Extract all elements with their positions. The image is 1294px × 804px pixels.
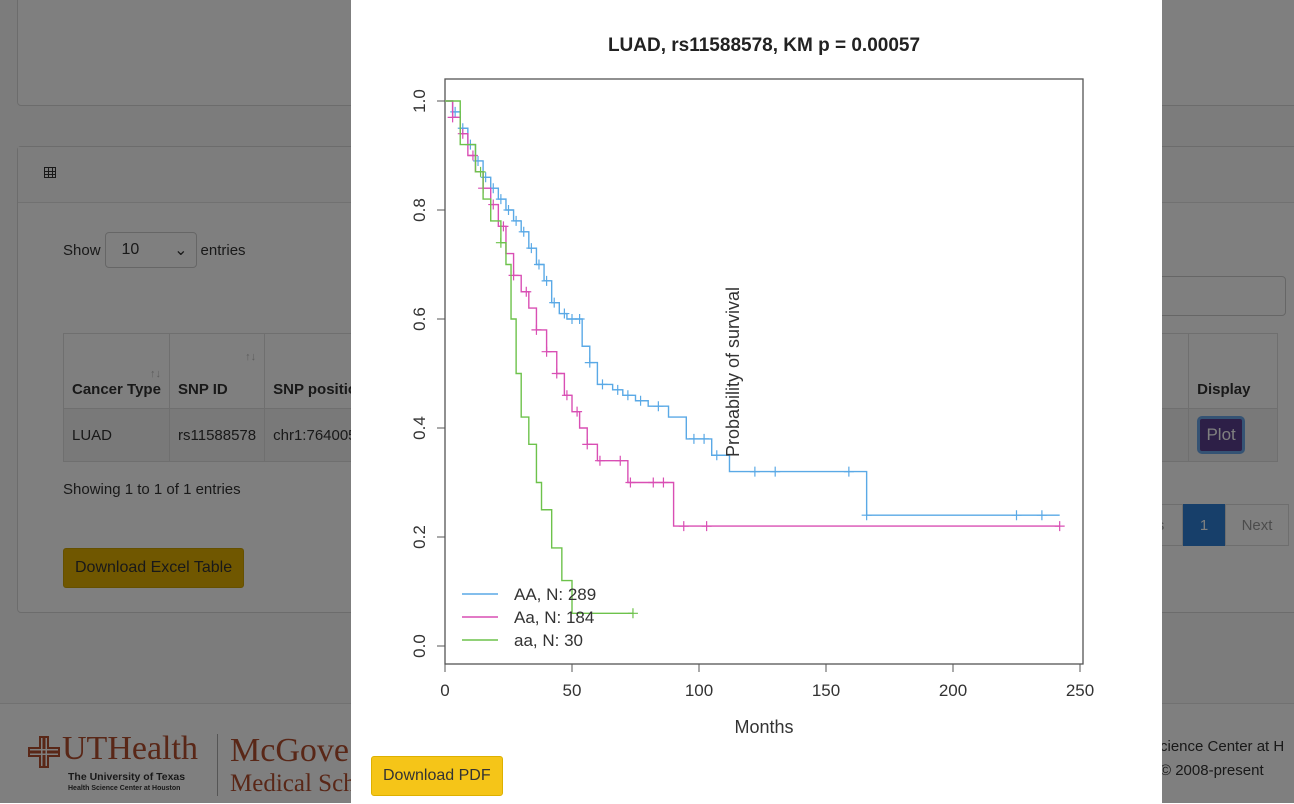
censor-mark bbox=[843, 466, 854, 477]
censor-mark bbox=[861, 510, 872, 521]
censor-mark bbox=[447, 112, 458, 123]
censor-mark bbox=[749, 466, 760, 477]
censor-mark bbox=[653, 401, 664, 412]
km-survival-chart: LUAD, rs11588578, KM p = 0.00057 0 50 100 1… bbox=[410, 35, 1094, 737]
censor-mark bbox=[457, 128, 468, 139]
plot-modal: LUAD, rs11588578, KM p = 0.00057 0 50 100 1… bbox=[351, 0, 1162, 803]
censor-mark bbox=[1011, 510, 1022, 521]
download-pdf-button[interactable]: Download PDF bbox=[371, 756, 503, 796]
censor-mark bbox=[511, 215, 522, 226]
censor-mark bbox=[559, 308, 570, 319]
chart-title: LUAD, rs11588578, KM p = 0.00057 bbox=[608, 35, 920, 56]
survival-curve-1 bbox=[445, 100, 1060, 516]
censor-mark bbox=[574, 314, 585, 324]
censor-mark bbox=[495, 194, 506, 205]
survival-curve-3 bbox=[445, 100, 633, 614]
censor-mark bbox=[678, 521, 689, 532]
censor-mark bbox=[1036, 510, 1047, 521]
legend-entry: AA, N: 289 bbox=[514, 585, 596, 604]
censor-mark bbox=[597, 379, 608, 390]
censor-mark bbox=[627, 608, 638, 619]
censor-mark bbox=[526, 243, 537, 254]
x-tick-label: 100 bbox=[685, 681, 713, 700]
y-tick-label: 0.8 bbox=[410, 198, 429, 222]
censor-mark bbox=[498, 221, 509, 232]
x-axis-label: Months bbox=[734, 717, 793, 737]
x-tick-label: 0 bbox=[440, 681, 449, 700]
x-tick-label: 150 bbox=[812, 681, 840, 700]
censor-mark bbox=[770, 466, 781, 477]
y-tick-label: 0.4 bbox=[410, 416, 429, 440]
x-tick-label: 200 bbox=[939, 681, 967, 700]
censor-mark bbox=[488, 199, 499, 210]
censor-mark bbox=[480, 172, 491, 183]
censor-mark bbox=[648, 477, 659, 488]
censor-mark bbox=[561, 390, 572, 401]
censor-mark bbox=[711, 450, 722, 461]
censor-mark bbox=[541, 275, 552, 286]
censor-mark bbox=[612, 384, 623, 395]
x-tick-label: 50 bbox=[563, 681, 582, 700]
censor-mark bbox=[584, 357, 595, 368]
censor-mark bbox=[1054, 521, 1065, 532]
y-tick-label: 1.0 bbox=[410, 89, 429, 113]
y-tick-label: 0.0 bbox=[410, 634, 429, 658]
censor-mark bbox=[521, 286, 532, 297]
censor-mark bbox=[625, 477, 636, 488]
censor-mark bbox=[622, 390, 633, 401]
censor-mark bbox=[572, 406, 583, 417]
chart-legend: AA, N: 289 Aa, N: 184 aa, N: 30 bbox=[462, 585, 596, 650]
censor-mark bbox=[549, 297, 560, 308]
series-layer bbox=[445, 100, 1065, 619]
censor-mark bbox=[615, 455, 626, 466]
censor-mark bbox=[541, 346, 552, 357]
y-tick-label: 0.2 bbox=[410, 525, 429, 549]
censor-mark bbox=[508, 270, 519, 281]
censor-mark bbox=[503, 205, 514, 215]
censor-mark bbox=[531, 324, 542, 335]
axes: 0 50 100 150 200 250 0.0 0.2 0.4 0.6 0.8 1.0 bbox=[410, 89, 1094, 700]
plot-frame bbox=[444, 78, 1084, 665]
censor-mark bbox=[450, 106, 461, 117]
survival-curve-2 bbox=[445, 100, 1060, 527]
censor-mark bbox=[518, 226, 529, 237]
censor-mark bbox=[533, 259, 544, 270]
censor-mark bbox=[467, 150, 478, 161]
y-tick-label: 0.6 bbox=[410, 307, 429, 331]
censor-mark bbox=[688, 433, 699, 444]
censor-mark bbox=[658, 477, 669, 488]
x-tick-label: 250 bbox=[1066, 681, 1094, 700]
censor-mark bbox=[635, 395, 646, 406]
censor-mark bbox=[473, 155, 484, 166]
censor-mark bbox=[551, 368, 562, 379]
censor-mark bbox=[701, 521, 712, 532]
censor-mark bbox=[594, 455, 605, 466]
censor-mark bbox=[475, 166, 486, 177]
legend-entry: Aa, N: 184 bbox=[514, 608, 594, 627]
y-axis-label: Probability of survival bbox=[723, 287, 743, 457]
legend-entry: aa, N: 30 bbox=[514, 631, 583, 650]
censor-mark bbox=[495, 237, 506, 248]
censor-mark bbox=[582, 439, 593, 450]
censor-mark bbox=[699, 433, 710, 444]
